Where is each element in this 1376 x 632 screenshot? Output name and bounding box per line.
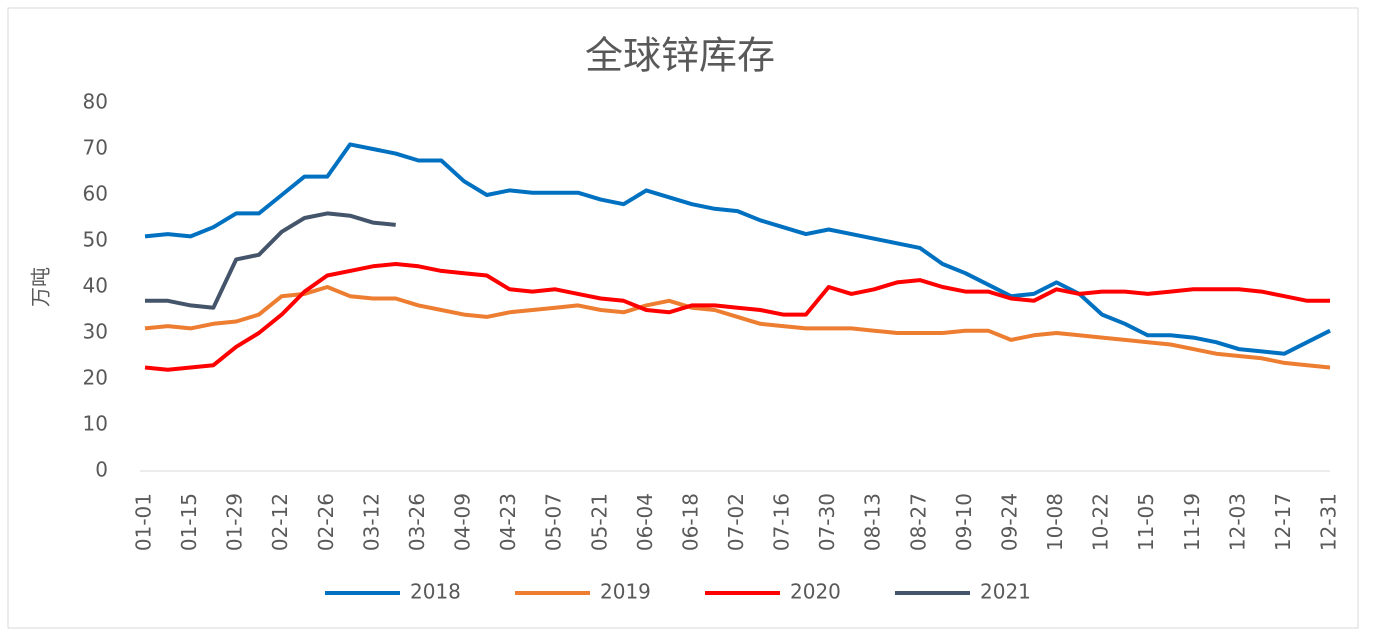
y-tick-label: 0 bbox=[95, 458, 108, 482]
line-series bbox=[144, 285, 1331, 370]
y-tick-label: 30 bbox=[83, 320, 108, 344]
x-tick-label: 02-12 bbox=[268, 493, 292, 551]
y-tick-label: 80 bbox=[83, 90, 108, 114]
y-tick-label: 50 bbox=[83, 228, 108, 252]
x-tick-label: 10-22 bbox=[1089, 493, 1113, 551]
x-tick-label: 02-26 bbox=[314, 493, 338, 551]
x-tick-label: 01-15 bbox=[177, 493, 201, 551]
x-tick-label: 03-26 bbox=[405, 493, 429, 551]
x-tick-label: 08-27 bbox=[906, 493, 930, 551]
y-tick-label: 60 bbox=[83, 182, 108, 206]
y-tick-label: 10 bbox=[83, 412, 108, 436]
x-tick-label: 05-21 bbox=[587, 493, 611, 551]
x-tick-label: 07-02 bbox=[724, 493, 748, 551]
y-tick-label: 70 bbox=[83, 136, 108, 160]
x-tick-label: 01-01 bbox=[132, 493, 156, 551]
x-tick-label: 04-09 bbox=[451, 493, 475, 551]
x-tick-label: 12-17 bbox=[1271, 493, 1295, 551]
x-tick-label: 12-31 bbox=[1317, 493, 1341, 551]
x-tick-label: 06-18 bbox=[678, 493, 702, 551]
x-tick-label: 11-19 bbox=[1180, 493, 1204, 551]
line-series bbox=[145, 211, 396, 310]
x-tick-label: 08-13 bbox=[861, 493, 885, 551]
chart-title: 全球锌库存 bbox=[585, 34, 775, 78]
x-tick-label: 11-05 bbox=[1134, 493, 1158, 551]
legend-label: 2018 bbox=[410, 580, 461, 604]
chart-frame bbox=[7, 7, 1359, 629]
legend-label: 2019 bbox=[600, 580, 651, 604]
x-tick-label: 07-30 bbox=[815, 493, 839, 551]
x-tick-label: 12-03 bbox=[1225, 493, 1249, 551]
y-axis-label: 万吨 bbox=[29, 267, 53, 307]
x-tick-label: 04-23 bbox=[496, 493, 520, 551]
x-tick-label: 03-12 bbox=[359, 493, 383, 551]
x-tick-label: 07-16 bbox=[770, 493, 794, 551]
legend-label: 2020 bbox=[790, 580, 841, 604]
y-tick-label: 40 bbox=[83, 274, 108, 298]
x-tick-label: 09-24 bbox=[997, 493, 1021, 551]
x-tick-label: 06-04 bbox=[633, 493, 657, 551]
x-tick-label: 05-07 bbox=[542, 493, 566, 551]
x-tick-label: 09-10 bbox=[952, 493, 976, 551]
legend-label: 2021 bbox=[980, 580, 1031, 604]
y-tick-label: 20 bbox=[83, 366, 108, 390]
line-series bbox=[144, 262, 1330, 372]
x-tick-label: 10-08 bbox=[1043, 493, 1067, 551]
x-tick-label: 01-29 bbox=[223, 493, 247, 551]
line-series bbox=[144, 142, 1331, 356]
